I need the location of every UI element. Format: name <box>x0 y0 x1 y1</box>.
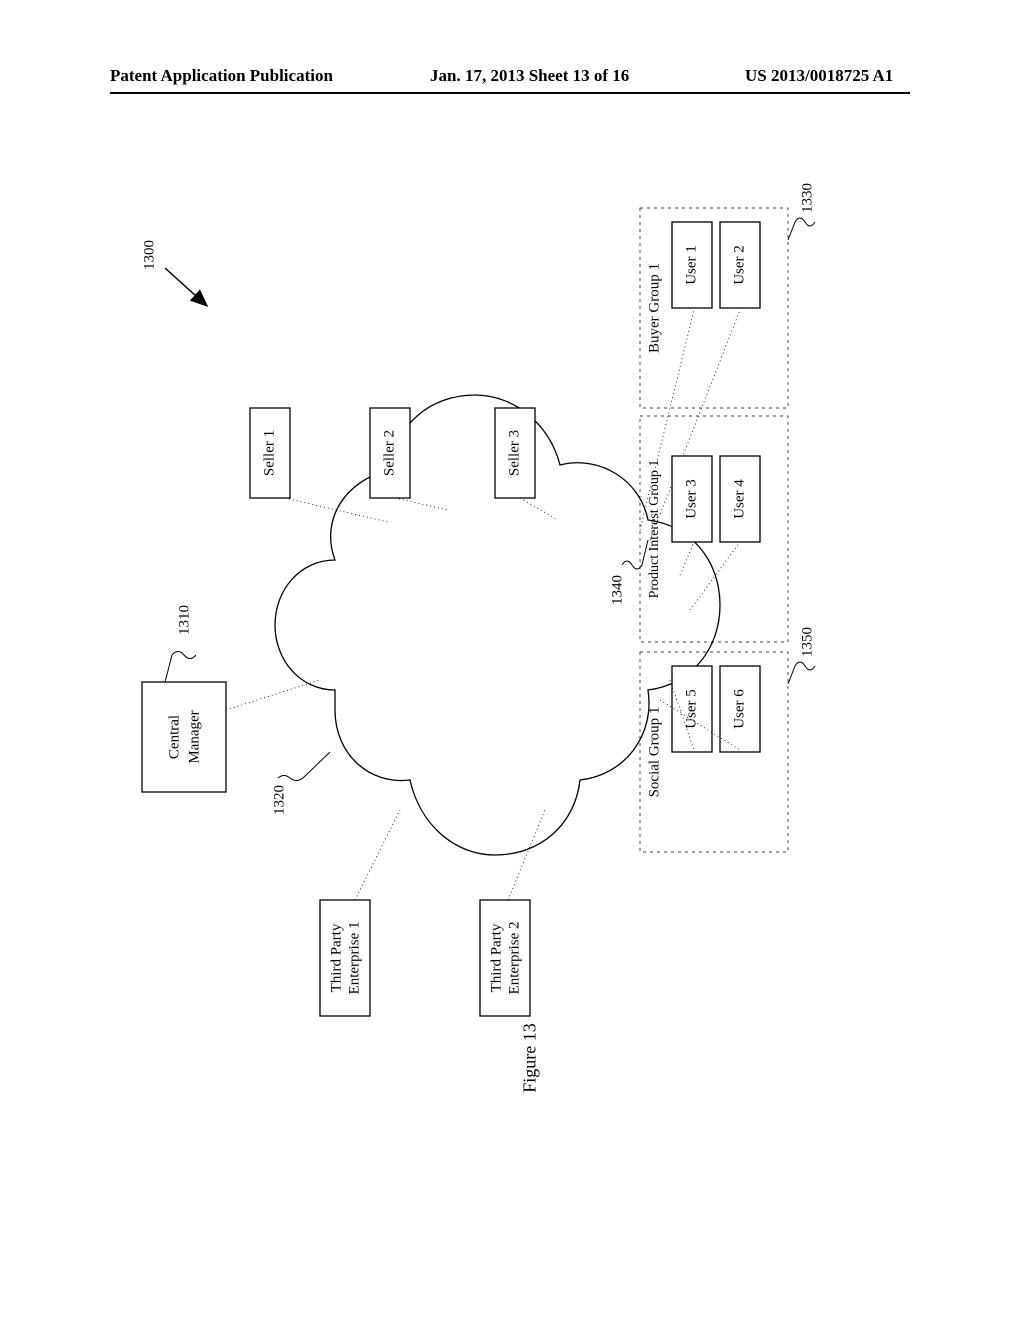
ref-1300-arrow <box>165 268 196 296</box>
social-group-user1: User 5 <box>684 689 701 729</box>
page: Patent Application Publication Jan. 17, … <box>0 0 1024 1320</box>
ref-1330 <box>788 218 815 240</box>
tp1-label-2: Enterprise 1 <box>347 922 364 995</box>
tp2-label-2: Enterprise 2 <box>507 922 524 995</box>
tp2-label-1: Third Party <box>489 924 506 993</box>
buyer-group-title: Buyer Group 1 <box>647 263 664 353</box>
ref-1310-label: 1310 <box>177 605 194 635</box>
central-manager-label-2: Manager <box>187 710 204 763</box>
tp1-label-1: Third Party <box>329 924 346 993</box>
product-group-user1: User 3 <box>684 479 701 519</box>
ref-1320 <box>278 752 330 781</box>
diagram-canvas <box>0 0 1024 1320</box>
ref-1330-label: 1330 <box>800 183 817 213</box>
ref-1310 <box>165 652 196 683</box>
ref-1320-label: 1320 <box>272 785 289 815</box>
ref-1340-label: 1340 <box>610 575 627 605</box>
seller-2-label: Seller 2 <box>382 430 399 476</box>
social-group-user2: User 6 <box>732 689 749 729</box>
figure-label: Figure 13 <box>520 1023 541 1093</box>
seller-1-label: Seller 1 <box>262 430 279 476</box>
product-group-user2: User 4 <box>732 479 749 519</box>
buyer-group-user2: User 2 <box>732 245 749 285</box>
social-group-title: Social Group 1 <box>647 707 664 798</box>
buyer-group-user1: User 1 <box>684 245 701 285</box>
product-group-title: Product Interest Group 1 <box>647 460 663 599</box>
ref-1300-label: 1300 <box>142 240 159 270</box>
ref-1350 <box>788 662 815 684</box>
seller-3-label: Seller 3 <box>507 430 524 476</box>
ref-1350-label: 1350 <box>800 627 817 657</box>
central-manager-label-1: Central <box>167 715 184 759</box>
